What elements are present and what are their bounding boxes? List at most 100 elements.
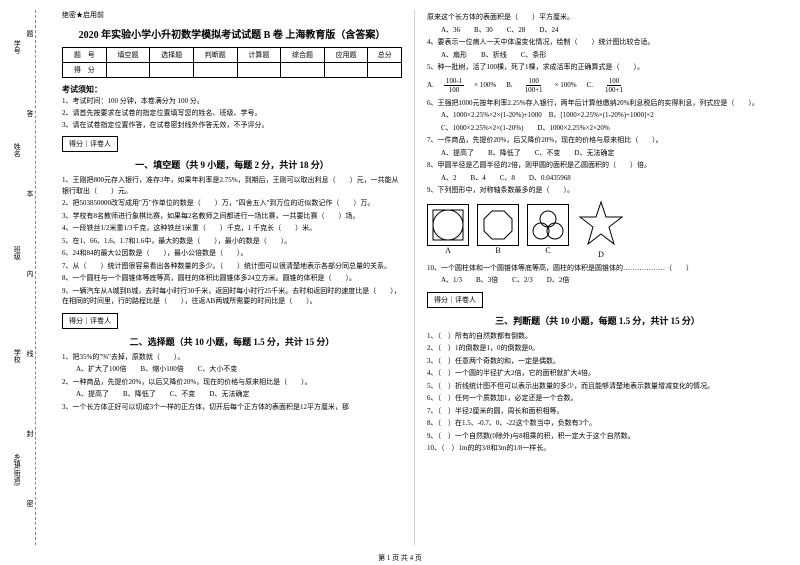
table-cell (281, 63, 325, 78)
question: A、扇形 B、折线 C、条形 (427, 50, 768, 61)
table-cell: 计算题 (237, 48, 281, 63)
table-cell (237, 63, 281, 78)
fraction: 100100+1 (603, 77, 625, 94)
question: A、扩大了100倍 B、缩小100倍 C、大小不变 (62, 364, 402, 375)
shape-option: D (577, 200, 625, 259)
shape-option: A (427, 204, 469, 255)
left-column: 绝密★启用前 2020 年实验小学小升初数学模拟考试试题 B 卷 上海教育版（含… (50, 10, 415, 545)
question: A、1/3 B、3倍 C、2/3 D、2倍 (427, 275, 768, 286)
binding-margin: 学号 姓名 班级 学校 乡镇(街道) 题 答 本 内 线 封 密 (0, 10, 50, 545)
question: 2、（ ）1的倒数是1，0的倒数是0。 (427, 343, 768, 354)
binding-label-text: 班级 (13, 246, 21, 260)
binding-label: 学号 (13, 40, 21, 84)
question: A、提高了 B、降低了 C、不变 D、无法确定 (62, 389, 402, 400)
question: 5、（ ）折线统计图不但可以表示出数量的多少，而且能够清楚地表示数量增减变化的情… (427, 381, 768, 392)
vert-text: 封 (25, 430, 35, 437)
denominator: 100 (447, 86, 462, 94)
notice-item: 3、请在试卷指定位置作答，在试卷密封线外作答无效，不予评分。 (62, 121, 402, 131)
table-cell: 判断题 (193, 48, 237, 63)
score-box: 得分｜评卷人 (62, 313, 118, 329)
question: 9、一辆汽车从A城到B城，去时每小时行30千米，返回时每小时行25千米。去时和返… (62, 286, 402, 307)
section2-title: 二、选择题（共 10 小题，每题 1.5 分，共计 15 分） (62, 335, 402, 348)
shape-label: C (527, 246, 569, 255)
page-footer: 第 1 页 共 4 页 (0, 553, 800, 563)
question: 5、种一批树，活了100棵，死了1棵，求成活率的正确算式是（ ）。 (427, 62, 768, 73)
question: 原来这个长方体的表面积是（ ）平方厘米。 (427, 12, 768, 23)
shape-option: B (477, 204, 519, 255)
question: 4、一段铁丝1/2米重1/3千克，这种铁丝1米重（ ）千克，1 千克长（ ）米。 (62, 223, 402, 234)
binding-label-text: 学号 (13, 40, 21, 54)
right-column: 原来这个长方体的表面积是（ ）平方厘米。 A、36 B、30 C、28 D、24… (415, 10, 780, 545)
question: A、1000×2.25%×2×(1-20%)+1000 B、[1000×2.25… (427, 110, 768, 121)
question: 6、24和84的最大公因数是（ ），最小公倍数是（ ）。 (62, 248, 402, 259)
notice-item: 1、考试时间：100 分钟，本卷满分为 100 分。 (62, 97, 402, 107)
vert-text: 本 (25, 190, 35, 197)
three-circles-icon (531, 208, 565, 242)
vert-text: 密 (25, 500, 35, 507)
question: 10、一个圆柱体和一个圆锥体等底等高，圆柱的体积是圆锥体的………………（ ） (427, 263, 768, 274)
table-cell: 填空题 (106, 48, 150, 63)
table-cell: 题 号 (63, 48, 107, 63)
binding-label: 学校 (13, 349, 21, 393)
binding-label: 乡镇(街道) (13, 453, 21, 516)
question: 8、（ ）在1.5、-0.7、0、-22这个数当中，负数有3个。 (427, 418, 768, 429)
table-cell: 选择题 (150, 48, 194, 63)
shape-option: C (527, 204, 569, 255)
vert-text: 题 (25, 30, 35, 37)
content-columns: 绝密★启用前 2020 年实验小学小升初数学模拟考试试题 B 卷 上海教育版（含… (50, 10, 800, 545)
vert-text: 线 (25, 350, 35, 357)
question: 1、把35%的"%"去掉，原数就（ ）。 (62, 352, 402, 363)
question: A、提高了 B、降低了 C、不变 D、无法确定 (427, 148, 768, 159)
formula-tail: × 100% (474, 81, 496, 89)
numerator: 100 (607, 77, 622, 86)
denominator: 100+1 (603, 86, 625, 94)
table-row: 题 号 填空题 选择题 判断题 计算题 综合题 应用题 总分 (63, 48, 402, 63)
option-label: C. (587, 81, 593, 89)
binding-label-text: 姓名 (13, 143, 21, 157)
shape-a (427, 204, 469, 246)
circle-in-square-icon (431, 208, 465, 242)
table-row: 得 分 (63, 63, 402, 78)
vert-text: 答 (25, 110, 35, 117)
question: 1、（ ）所有的自然数都有倒数。 (427, 331, 768, 342)
shape-b (477, 204, 519, 246)
shape-label: A (427, 246, 469, 255)
question: C、1000×2.25%×2×(1-20%) D、1000×2.25%×2×20… (427, 123, 768, 134)
numerator: 100 (526, 77, 541, 86)
vert-text: 内 (25, 270, 35, 277)
binding-label-text: 乡镇(街道) (13, 453, 21, 486)
shape-label: D (577, 250, 625, 259)
denominator: 100+1 (523, 86, 545, 94)
question: A、2 B、4 C、8 D、0.0435968 (427, 173, 768, 184)
question: 8、甲圆半径是乙圆半径的2倍，则甲圆的面积是乙圆面积的（ ）倍。 (427, 160, 768, 171)
score-box: 得分｜评卷人 (427, 292, 483, 308)
fraction: 100-1100 (444, 77, 464, 94)
question: 9、（ ）一个自然数(0除外)与8相乘的积，积一定大于这个自然数。 (427, 431, 768, 442)
question: 7、（ ）半径2厘米的圆，周长和面积相等。 (427, 406, 768, 417)
shape-label: B (477, 246, 519, 255)
table-cell (193, 63, 237, 78)
table-cell (150, 63, 194, 78)
question: 4、要表示一位病人一天中体温变化情况，绘制（ ）统计图比较合适。 (427, 37, 768, 48)
binding-labels-container: 学号 姓名 班级 学校 乡镇(街道) (2, 10, 32, 545)
question: 7、一件商品，先提价20%，后又降价20%，现在的价格与原来相比（ ）。 (427, 135, 768, 146)
option-label: B. (506, 81, 512, 89)
fraction: 100100+1 (523, 77, 545, 94)
question: 3、一个长方体正好可以切成3个一样的正方体，切开后每个正方体的表面积是12平方厘… (62, 402, 402, 413)
shape-c (527, 204, 569, 246)
exam-title: 2020 年实验小学小升初数学模拟考试试题 B 卷 上海教育版（含答案） (62, 26, 402, 41)
secret-header: 绝密★启用前 (62, 10, 402, 20)
question: 3、学校有8名教师进行象棋比赛，如果每2名教师之间都进行一场比赛，一共要比赛（ … (62, 211, 402, 222)
option-label: A. (427, 81, 434, 89)
table-cell: 得 分 (63, 63, 107, 78)
score-table: 题 号 填空题 选择题 判断题 计算题 综合题 应用题 总分 得 分 (62, 47, 402, 78)
binding-line (35, 10, 36, 545)
question: 1、王刚把800元存入银行，准存3年，如果年利率是2.75%，到期后，王刚可以取… (62, 175, 402, 196)
question: 2、把503850000改写成用"万"作单位的数是（ ）万，"四舍五入"到万位的… (62, 198, 402, 209)
formula-options: A. 100-1100 × 100% B. 100100+1 × 100% C.… (427, 77, 625, 94)
question: 8、一个圆柱与一个圆锥体等底等高，圆柱的体积比圆锥体多24立方米。圆锥的体积是（… (62, 273, 402, 284)
question: 10、（ ）1m的的3/8和3m的1/8一样长。 (427, 443, 768, 454)
question: 3、（ ）任意两个奇数的和，一定是偶数。 (427, 356, 768, 367)
question: A、36 B、30 C、28 D、24 (427, 25, 768, 36)
binding-label: 姓名 (13, 143, 21, 187)
